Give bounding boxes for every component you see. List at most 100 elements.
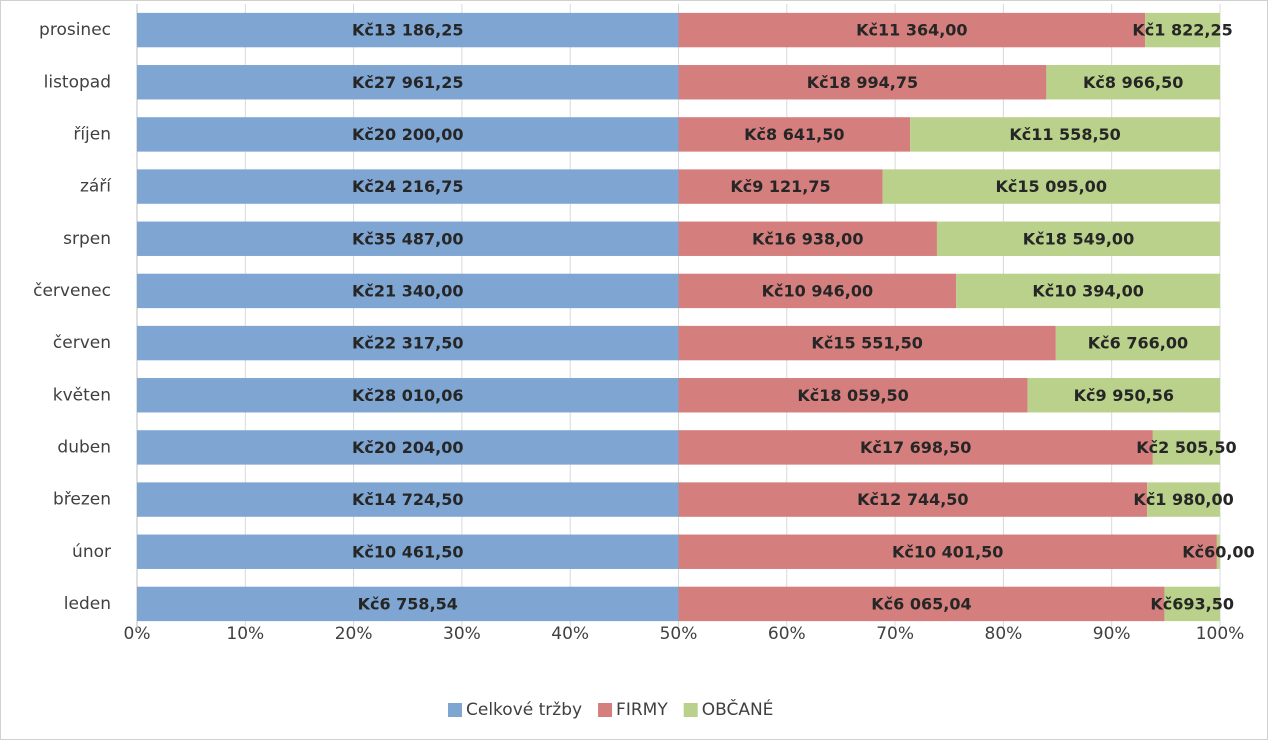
value-label: Kč1 822,25 <box>1132 21 1232 40</box>
bar-segment <box>137 534 679 569</box>
bar-segment <box>1216 534 1220 569</box>
value-label: Kč18 994,75 <box>807 73 918 92</box>
y-tick-label: červenec <box>33 281 111 301</box>
bar-segment <box>1055 325 1220 361</box>
y-tick-label: prosinec <box>39 20 111 40</box>
x-tick-label: 40% <box>551 624 589 644</box>
value-label: Kč6 766,00 <box>1088 334 1188 353</box>
legend-swatch <box>683 703 698 717</box>
value-label: Kč11 364,00 <box>856 21 967 40</box>
y-tick-label: květen <box>53 385 111 405</box>
legend-label: OBČANÉ <box>702 698 774 720</box>
bar-segment <box>936 221 1220 256</box>
bar-segment <box>678 586 1165 622</box>
x-tick-label: 0% <box>124 624 151 644</box>
value-label: Kč20 204,00 <box>352 438 463 457</box>
value-label: Kč15 551,50 <box>811 334 922 353</box>
value-label: Kč10 394,00 <box>1032 281 1143 300</box>
x-tick-label: 20% <box>335 624 373 644</box>
bar-segment <box>137 325 679 361</box>
bar-segment <box>678 169 883 204</box>
value-label: Kč18 549,00 <box>1023 229 1134 248</box>
legend-swatch <box>448 703 462 717</box>
bar-segment <box>1164 586 1220 622</box>
bar-segment <box>137 12 679 48</box>
y-tick-label: červen <box>53 333 111 353</box>
bar-segment <box>1046 65 1220 100</box>
y-tick-label: březen <box>53 490 111 510</box>
value-label: Kč10 401,50 <box>892 542 1003 561</box>
x-tick-label: 100% <box>1196 624 1245 644</box>
value-label: Kč16 938,00 <box>752 229 863 248</box>
value-label: Kč22 317,50 <box>352 334 463 353</box>
value-label: Kč11 558,50 <box>1009 125 1120 144</box>
value-label: Kč14 724,50 <box>352 490 463 509</box>
bar-segment <box>1145 12 1220 48</box>
bar-segment <box>1027 378 1220 413</box>
x-tick-label: 50% <box>660 624 698 644</box>
bar-segment <box>678 430 1153 465</box>
y-tick-label: listopad <box>44 72 111 92</box>
bar-segment <box>910 117 1220 152</box>
y-tick-label: únor <box>72 542 111 562</box>
bar-segment <box>137 273 679 309</box>
bar-segment <box>1147 482 1220 517</box>
value-label: Kč18 059,50 <box>797 386 908 405</box>
bar-segment <box>956 273 1220 309</box>
bar-segment <box>678 534 1217 569</box>
bar-segment <box>137 378 679 413</box>
value-label: Kč9 950,56 <box>1074 386 1174 405</box>
y-tick-label: říjen <box>73 124 111 144</box>
value-label: Kč28 010,06 <box>352 386 463 405</box>
value-label: Kč24 216,75 <box>352 177 463 196</box>
bar-segment <box>678 325 1056 361</box>
y-tick-label: leden <box>64 594 111 614</box>
y-tick-label: duben <box>57 437 111 457</box>
value-label: Kč8 641,50 <box>744 125 844 144</box>
value-label: Kč60,00 <box>1182 542 1255 561</box>
value-label: Kč9 121,75 <box>730 177 830 196</box>
bar-segment <box>137 65 679 100</box>
value-label: Kč10 946,00 <box>762 281 873 300</box>
value-label: Kč21 340,00 <box>352 281 463 300</box>
bar-segment <box>882 169 1220 204</box>
bar-segment <box>678 12 1146 48</box>
value-label: Kč6 758,54 <box>358 594 458 613</box>
x-tick-label: 10% <box>226 624 264 644</box>
x-tick-label: 90% <box>1093 624 1131 644</box>
bar-segment <box>137 430 679 465</box>
y-tick-label: srpen <box>63 229 111 249</box>
bar-segment <box>678 221 937 256</box>
value-label: Kč35 487,00 <box>352 229 463 248</box>
legend-swatch <box>598 703 613 717</box>
value-label: Kč27 961,25 <box>352 73 463 92</box>
bar-segment <box>1152 430 1220 465</box>
y-tick-label: září <box>80 177 112 197</box>
value-label: Kč17 698,50 <box>860 438 971 457</box>
value-label: Kč13 186,25 <box>352 21 463 40</box>
value-label: Kč20 200,00 <box>352 125 463 144</box>
value-label: Kč12 744,50 <box>857 490 968 509</box>
bar-segment <box>678 378 1028 413</box>
value-label: Kč10 461,50 <box>352 542 463 561</box>
bar-segment <box>678 117 911 152</box>
bar-segment <box>137 221 679 256</box>
legend-label: FIRMY <box>616 700 668 720</box>
x-tick-label: 80% <box>985 624 1023 644</box>
bar-segment <box>678 482 1148 517</box>
value-label: Kč1 980,00 <box>1133 490 1233 509</box>
value-label: Kč15 095,00 <box>995 177 1106 196</box>
legend-label: Celkové tržby <box>466 700 582 720</box>
x-tick-label: 70% <box>876 624 914 644</box>
bar-segment <box>137 482 679 517</box>
value-label: Kč2 505,50 <box>1136 438 1236 457</box>
bar-segment <box>137 169 679 204</box>
bar-segment <box>137 117 679 152</box>
value-label: Kč693,50 <box>1150 594 1234 613</box>
x-tick-label: 30% <box>443 624 481 644</box>
x-tick-label: 60% <box>768 624 806 644</box>
bar-segment <box>137 586 679 622</box>
value-label: Kč6 065,04 <box>871 594 971 613</box>
